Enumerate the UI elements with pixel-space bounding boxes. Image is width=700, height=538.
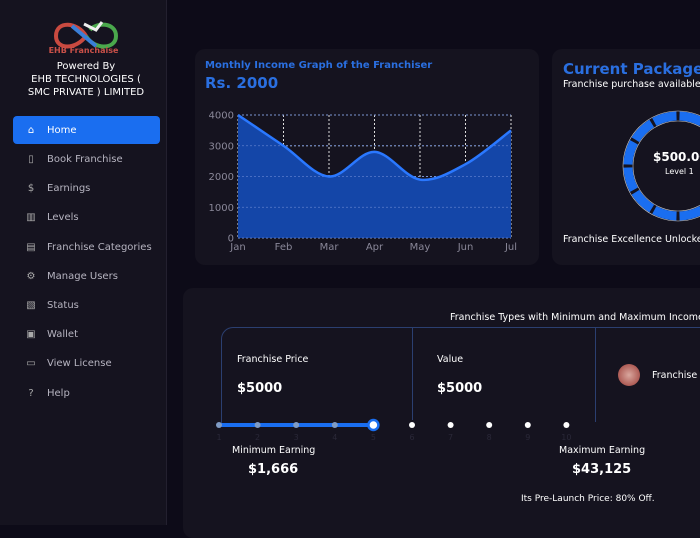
store-icon: ▤: [25, 241, 37, 253]
sidebar-item-label: Home: [47, 125, 77, 136]
x-tick-label: Jul: [504, 242, 517, 253]
sidebar-item-label: View License: [47, 358, 112, 369]
package-footer: Franchise Excellence Unlocked: U: [563, 234, 700, 245]
slider-step[interactable]: [563, 422, 569, 428]
slider-step-label: 7: [448, 433, 453, 442]
sidebar-item-label: Levels: [47, 212, 79, 223]
sidebar-item-franchise-categories[interactable]: ▤ Franchise Categories: [13, 233, 160, 262]
price-slider[interactable]: 1 2 3 4 5 6 7 8 9 10: [203, 410, 623, 450]
x-tick-label: Feb: [275, 242, 293, 253]
sidebar-item-earnings[interactable]: $ Earnings: [13, 174, 160, 203]
wallet-icon: ▣: [25, 329, 37, 341]
franchise-types-card: Franchise Types with Minimum and Maximum…: [183, 288, 700, 538]
slider-step[interactable]: [332, 422, 338, 428]
divider: [595, 328, 596, 422]
max-earning-value: $43,125: [572, 462, 631, 477]
value-label: Value: [437, 354, 463, 365]
sidebar-item-wallet[interactable]: ▣ Wallet: [13, 320, 160, 349]
sidebar-item-book-franchise[interactable]: ▯ Book Franchise: [13, 145, 160, 174]
slider-thumb[interactable]: [368, 420, 378, 430]
brand-name: EHB Franchaise: [0, 46, 167, 55]
divider: [412, 328, 413, 420]
min-earning-value: $1,666: [248, 462, 298, 477]
bar-chart-icon: ▥: [25, 212, 37, 224]
franchise-type-avatar[interactable]: [618, 364, 640, 386]
book-icon: ▯: [25, 154, 37, 166]
x-tick-label: Apr: [366, 242, 384, 253]
donut-outline: [623, 111, 700, 221]
sidebar-item-levels[interactable]: ▥ Levels: [13, 203, 160, 232]
sidebar-item-manage-users[interactable]: ⚙ Manage Users: [13, 262, 160, 291]
slider-step[interactable]: [448, 422, 454, 428]
price-label: Franchise Price: [237, 354, 308, 365]
x-tick-label: Mar: [320, 242, 340, 253]
slider-step[interactable]: [525, 422, 531, 428]
sidebar-item-label: Status: [47, 300, 79, 311]
sidebar-item-label: Book Franchise: [47, 154, 123, 165]
price-value: $5000: [237, 381, 282, 396]
min-earning-label: Minimum Earning: [232, 445, 315, 456]
sidebar-item-home[interactable]: ⌂ Home: [13, 116, 160, 144]
y-tick-label: 4000: [209, 111, 234, 122]
home-icon: ⌂: [25, 124, 37, 136]
y-tick-label: 2000: [209, 172, 234, 183]
document-status-icon: ▧: [25, 300, 37, 312]
slider-step[interactable]: [255, 422, 261, 428]
x-tick-label: May: [410, 242, 431, 253]
slider-step-label: 4: [332, 433, 337, 442]
powered-by: Powered By EHB TECHNOLOGIES ( SMC PRIVAT…: [0, 60, 172, 99]
sidebar-item-status[interactable]: ▧ Status: [13, 291, 160, 320]
sidebar-item-label: Help: [47, 388, 70, 399]
slider-step-label: 5: [371, 433, 376, 442]
slider-step-label: 6: [409, 433, 414, 442]
sidebar-item-label: Wallet: [47, 329, 78, 340]
slider-step[interactable]: [409, 422, 415, 428]
slider-step-label: 3: [294, 433, 299, 442]
y-tick-label: 1000: [209, 203, 234, 214]
income-graph-card: Monthly Income Graph of the Franchiser R…: [195, 49, 539, 265]
company-name: EHB TECHNOLOGIES ( SMC PRIVATE ) LIMITED: [0, 73, 172, 99]
slider-step-label: 9: [525, 433, 530, 442]
sidebar-item-view-license[interactable]: ▭ View License: [13, 349, 160, 378]
franchise-type-label[interactable]: Franchise T: [652, 370, 700, 381]
current-package-card: Current Package Franchise purchase avail…: [552, 49, 700, 265]
package-amount: $500.00: [653, 150, 700, 164]
dollar-circle-icon: $: [25, 183, 37, 195]
y-tick-label: 3000: [209, 141, 234, 152]
sidebar-item-help[interactable]: ? Help: [13, 379, 160, 408]
value-amount: $5000: [437, 381, 482, 396]
slider-step-label: 1: [216, 433, 221, 442]
slider-step-label: 2: [255, 433, 260, 442]
x-tick-label: Jan: [229, 242, 245, 253]
sidebar: EHB Franchaise Powered By EHB TECHNOLOGI…: [0, 0, 167, 525]
franchise-types-heading: Franchise Types with Minimum and Maximum…: [450, 312, 700, 323]
slider-step-label: 8: [487, 433, 492, 442]
help-circle-icon: ?: [25, 387, 37, 399]
sidebar-item-label: Earnings: [47, 183, 90, 194]
prelaunch-text: Its Pre-Launch Price: 80% Off.: [521, 494, 655, 504]
slider-step[interactable]: [486, 422, 492, 428]
x-tick-label: Jun: [457, 242, 474, 253]
package-level: Level 1: [665, 167, 694, 176]
slider-step[interactable]: [216, 422, 222, 428]
sidebar-item-label: Franchise Categories: [47, 242, 152, 253]
powered-by-label: Powered By: [0, 60, 172, 73]
sidebar-nav: ⌂ Home ▯ Book Franchise $ Earnings ▥ Levels ▤ Fra…: [13, 116, 160, 408]
max-earning-label: Maximum Earning: [559, 445, 645, 456]
sidebar-item-label: Manage Users: [47, 271, 118, 282]
gear-icon: ⚙: [25, 270, 37, 282]
slider-step[interactable]: [293, 422, 299, 428]
slider-step-label: 10: [561, 433, 571, 442]
license-icon: ▭: [25, 358, 37, 370]
